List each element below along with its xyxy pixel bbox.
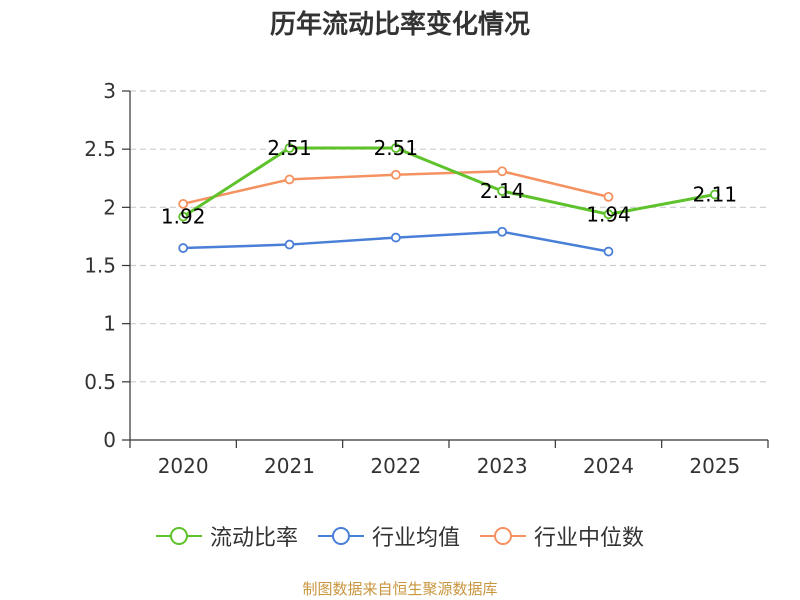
x-tick-label: 2023	[477, 454, 528, 478]
point-current_ratio	[284, 143, 295, 153]
x-tick-label: 2020	[158, 454, 209, 478]
series-line-current_ratio	[182, 146, 716, 218]
point-industry_avg	[603, 246, 614, 257]
legend-marker-industry-avg	[317, 527, 364, 545]
point-current_ratio	[497, 186, 508, 196]
data-label: 2.14	[480, 179, 525, 203]
chart-title: 历年流动比率变化情况	[269, 10, 530, 40]
point-industry_median	[390, 169, 401, 180]
point-industry_median	[284, 174, 295, 185]
data-label: 1.92	[161, 205, 206, 229]
y-tick-label: 2.5	[84, 137, 116, 161]
x-tick-label: 2021	[264, 454, 315, 478]
data-label: 2.11	[693, 183, 738, 207]
x-tick-label: 2025	[689, 454, 740, 478]
y-tick-label: 1.5	[84, 254, 116, 278]
data-label: 2.51	[374, 136, 419, 160]
point-current_ratio	[603, 209, 614, 220]
series-lines	[178, 143, 720, 257]
y-tick-label: 1	[103, 312, 116, 336]
legend-item-industry-avg[interactable]: 行业均值	[317, 520, 460, 552]
legend-marker-current-ratio	[155, 527, 202, 545]
data-labels: 1.92 2.51 2.51 2.14 1.94 2.11	[161, 136, 737, 229]
legend: 流动比率 行业均值 行业中位数	[0, 520, 800, 552]
point-industry_median	[497, 166, 508, 177]
legend-label-industry-median: 行业中位数	[534, 526, 645, 551]
axes: 0 0.5 1 1.5 2 2.5 3 2020 2021 2022 2023 2024 2025	[84, 79, 769, 478]
point-current_ratio	[709, 189, 720, 200]
legend-label-current-ratio: 流动比率	[209, 526, 298, 551]
x-tick-label: 2022	[370, 454, 421, 478]
data-label: 2.51	[267, 136, 312, 160]
legend-marker-industry-median	[480, 527, 526, 545]
legend-item-industry-median[interactable]: 行业中位数	[480, 520, 644, 552]
source-note: 制图数据来自恒生聚源数据库	[302, 580, 498, 598]
y-tick-label: 3	[103, 79, 116, 103]
y-tick-label: 0.5	[84, 370, 116, 394]
y-tick-label: 0	[103, 428, 116, 452]
grid-lines	[130, 90, 768, 383]
point-industry_avg	[284, 239, 295, 250]
legend-item-current-ratio[interactable]: 流动比率	[155, 520, 298, 552]
point-industry_avg	[497, 226, 508, 237]
point-current_ratio	[390, 143, 401, 153]
data-label: 1.94	[586, 202, 631, 226]
y-tick-label: 2	[103, 195, 116, 219]
point-industry_median	[603, 191, 614, 202]
point-industry_avg	[390, 232, 401, 243]
point-current_ratio	[178, 211, 189, 222]
point-industry_avg	[178, 243, 189, 253]
point-industry_median	[178, 198, 189, 209]
x-tick-label: 2024	[583, 454, 634, 478]
legend-label-industry-avg: 行业均值	[371, 526, 460, 551]
